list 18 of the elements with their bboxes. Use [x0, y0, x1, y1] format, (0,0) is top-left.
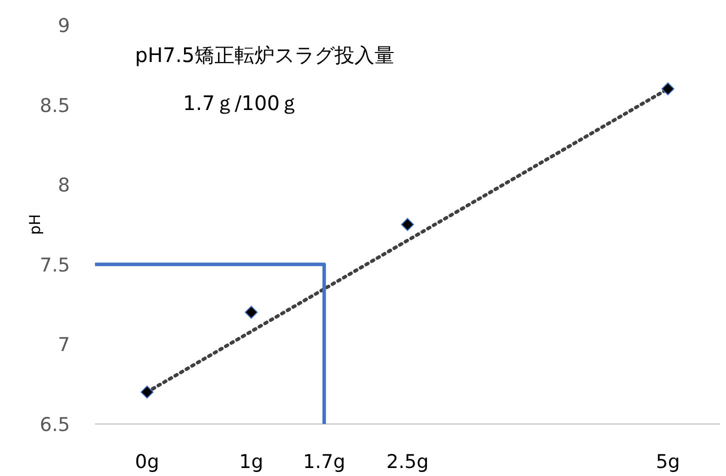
y-axis-title: pH [26, 214, 44, 235]
y-tick-label: 7 [58, 334, 70, 356]
x-tick-label: 1g [239, 451, 264, 473]
x-tick-label: 1.7g [303, 451, 346, 473]
x-tick-label: 2.5g [386, 451, 429, 473]
y-tick-label: 7.5 [40, 254, 70, 276]
annotation: pH7.5矯正転炉スラグ投入量 [135, 43, 395, 67]
point [140, 386, 154, 399]
y-tick-label: 6.5 [40, 414, 70, 436]
x-tick-label: 0g [135, 451, 160, 473]
point [661, 82, 674, 96]
y-tick-label: 8.5 [40, 94, 70, 117]
point [244, 306, 258, 319]
x-tick-label: 5g [656, 451, 680, 473]
y-tick-label: 8 [58, 174, 70, 197]
annotation: 1.7ｇ/100ｇ [183, 91, 300, 115]
point [401, 218, 414, 231]
y-tick-label: 9 [58, 15, 70, 37]
